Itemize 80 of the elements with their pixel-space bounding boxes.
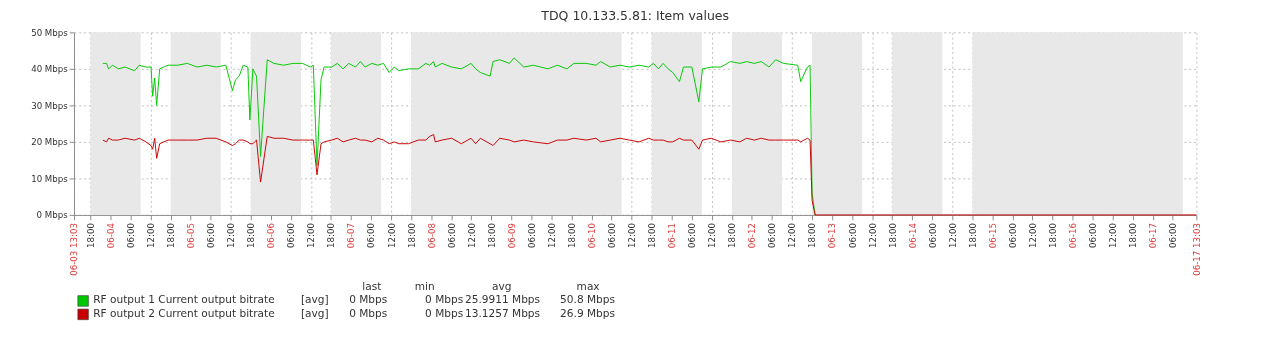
x-tick-label: 12:00	[947, 223, 958, 248]
x-tick-label: 06:00	[1007, 223, 1018, 248]
x-tick-label: 06-17	[1148, 223, 1159, 249]
text: min	[414, 279, 435, 292]
x-tick-label: 18:00	[486, 223, 497, 248]
x-tick-label: 06:00	[446, 223, 457, 248]
x-tick-label: 12:00	[1027, 223, 1038, 248]
x-tick-label: 06:00	[687, 223, 698, 248]
x-tick-label: 18:00	[1047, 223, 1058, 248]
x-tick-label: 18:00	[727, 223, 738, 248]
x-tick-label: 06-11	[667, 223, 678, 249]
x-tick-label: 06-17 13:03	[1191, 223, 1202, 276]
chart-title: TDQ 10.133.5.81: Item values	[540, 7, 730, 23]
legend-label: RF output 2 Current output bitrate	[93, 306, 275, 319]
x-tick-label: 06-10	[586, 223, 597, 249]
x-tick-label: 12:00	[226, 223, 237, 248]
text: last	[362, 279, 382, 292]
x-tick-label: 06-12	[747, 223, 758, 249]
text: [avg]	[300, 293, 329, 306]
x-tick-label: 06:00	[125, 223, 136, 248]
x-tick-label: 12:00	[146, 223, 157, 248]
x-tick-label: 12:00	[306, 223, 317, 248]
x-tick-label: 12:00	[787, 223, 798, 248]
x-tick-label: 06-16	[1067, 223, 1078, 249]
x-tick-label: 18:00	[647, 223, 658, 248]
x-tick-label: 12:00	[707, 223, 718, 248]
x-tick-label: 06:00	[1168, 223, 1179, 248]
legend-label: RF output 1 Current output bitrate	[93, 293, 275, 306]
x-tick-label: 12:00	[386, 223, 397, 248]
x-tick-label: 12:00	[627, 223, 638, 248]
text: avg	[491, 279, 512, 292]
x-tick-label: 06:00	[206, 223, 217, 248]
x-tick-label: 12:00	[466, 223, 477, 248]
y-tick-label: 20 Mbps	[31, 137, 69, 148]
x-tick-label: 06:00	[927, 223, 938, 248]
x-tick-label: 06-05	[186, 223, 197, 249]
x-tick-label: 06:00	[526, 223, 537, 248]
text: max	[576, 279, 600, 292]
text: 0 Mbps	[425, 306, 464, 319]
x-tick-label: 12:00	[867, 223, 878, 248]
y-tick-label: 10 Mbps	[31, 173, 69, 184]
text: 26.9 Mbps	[560, 306, 616, 319]
x-tick-label: 06-06	[266, 223, 277, 249]
x-tick-label: 06-14	[907, 223, 918, 249]
text: 50.8 Mbps	[560, 293, 616, 306]
text: 0 Mbps	[425, 293, 464, 306]
x-tick-label: 06:00	[847, 223, 858, 248]
x-tick-label: 18:00	[326, 223, 337, 248]
x-tick-label: 18:00	[967, 223, 978, 248]
x-tick-label: 06-15	[987, 223, 998, 249]
x-tick-label: 18:00	[246, 223, 257, 248]
x-tick-label: 06-13	[827, 223, 838, 249]
x-tick-label: 18:00	[166, 223, 177, 248]
x-tick-label: 06:00	[286, 223, 297, 248]
text: 13.1257 Mbps	[465, 306, 541, 319]
text: 25.9911 Mbps	[465, 293, 541, 306]
x-tick-label: 06-08	[426, 223, 437, 249]
x-tick-label: 12:00	[1108, 223, 1119, 248]
y-tick-label: 40 Mbps	[31, 64, 69, 75]
x-tick-label: 18:00	[566, 223, 577, 248]
x-tick-label: 06:00	[366, 223, 377, 248]
x-tick-label: 18:00	[887, 223, 898, 248]
x-tick-label: 06-07	[346, 223, 357, 249]
y-tick-label: 30 Mbps	[31, 100, 69, 111]
x-tick-label: 18:00	[1128, 223, 1139, 248]
x-tick-label: 18:00	[807, 223, 818, 248]
text: 0 Mbps	[349, 306, 388, 319]
x-tick-label: 06-03 13:03	[69, 223, 80, 276]
x-tick-label: 06:00	[607, 223, 618, 248]
x-tick-label: 06:00	[1088, 223, 1099, 248]
x-tick-label: 12:00	[546, 223, 557, 248]
x-tick-label: 06:00	[767, 223, 778, 248]
x-tick-label: 06-09	[506, 223, 517, 249]
x-tick-label: 18:00	[85, 223, 96, 248]
y-tick-label: 50 Mbps	[31, 27, 69, 38]
text: 0 Mbps	[349, 293, 388, 306]
x-tick-label: 06-04	[105, 223, 116, 249]
x-tick-label: 18:00	[406, 223, 417, 248]
text: [avg]	[300, 306, 329, 319]
y-tick-label: 0 Mbps	[36, 210, 69, 221]
